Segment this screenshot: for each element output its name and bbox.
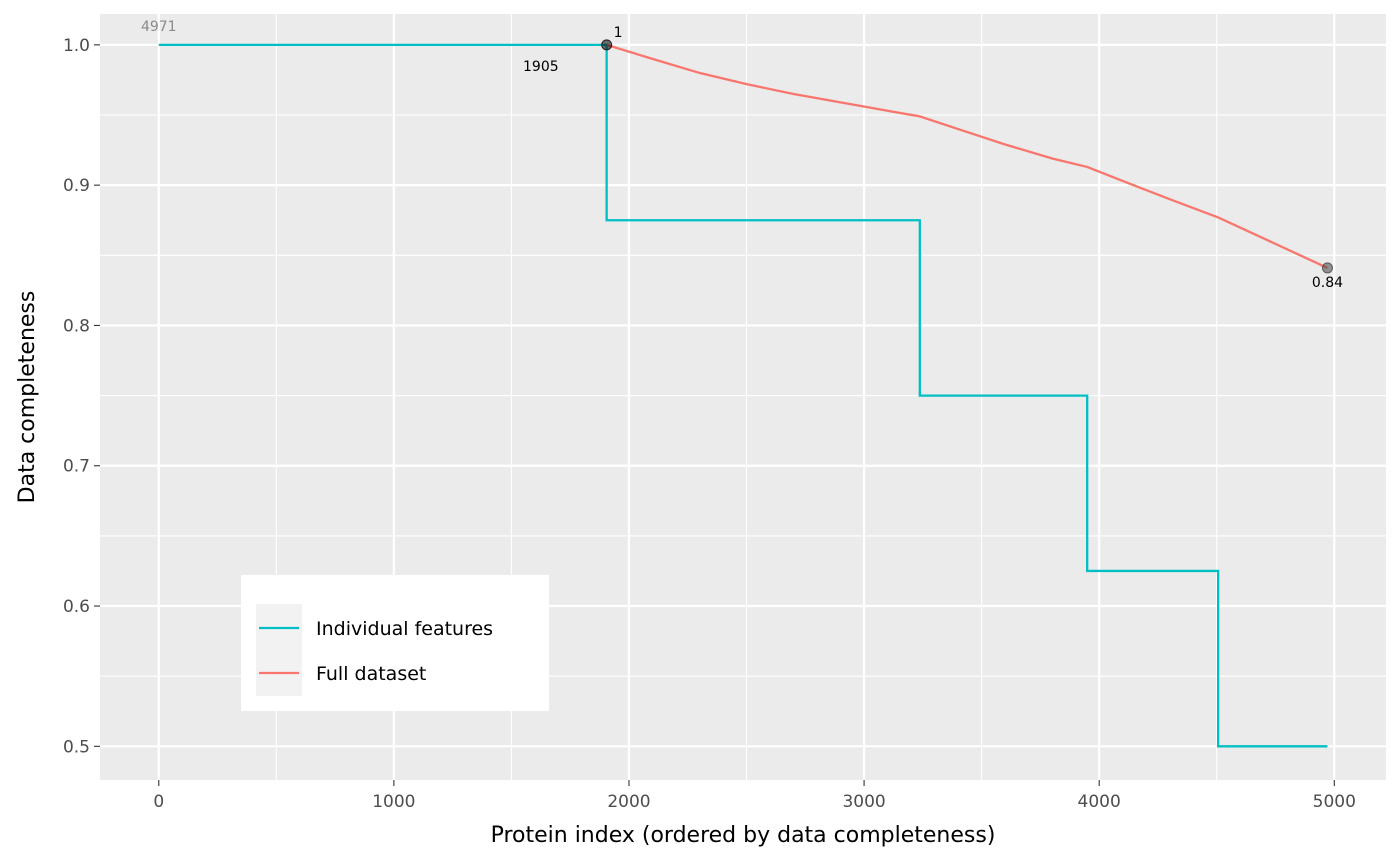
y-axis-title: Data completeness	[15, 291, 40, 504]
series-layer	[158, 43, 1328, 748]
x-tick-label: 4000	[1078, 792, 1121, 812]
y-tick-label: 0.6	[63, 597, 90, 617]
annotation-label: 4971	[141, 19, 177, 35]
x-tick-label: 2000	[607, 792, 650, 812]
y-tick-label: 0.5	[63, 737, 90, 757]
legend: Individual features Full dataset	[241, 575, 549, 711]
x-tick-label: 5000	[1313, 792, 1356, 812]
series-line-full-dataset	[606, 43, 1328, 269]
y-tick-label: 0.7	[63, 457, 90, 477]
points-layer	[601, 39, 1333, 274]
highlight-point-1	[1321, 262, 1333, 274]
annotation-label: 1905	[523, 59, 559, 75]
annotations-layer: 4971 1 1905 0.84	[141, 19, 1343, 291]
annotation-label: 1	[614, 25, 623, 41]
y-tick-label: 1.0	[63, 36, 90, 56]
minor-gridlines	[100, 14, 1386, 780]
legend-label-individual-features: Individual features	[316, 618, 493, 640]
x-axis-title: Protein index (ordered by data completen…	[491, 823, 996, 848]
x-tick-label: 0	[153, 792, 164, 812]
y-axis: 0.5 0.6 0.7 0.8 0.9 1.0	[63, 36, 100, 757]
legend-key-background	[256, 604, 302, 696]
y-tick-label: 0.9	[63, 176, 90, 196]
annotation-label: 0.84	[1312, 275, 1343, 291]
highlight-point-0	[601, 39, 613, 51]
y-tick-label: 0.8	[63, 316, 90, 336]
series-line-individual-features	[158, 43, 1328, 748]
x-tick-label: 3000	[842, 792, 885, 812]
x-axis: 0 1000 2000 3000 4000 5000	[153, 780, 1356, 812]
legend-label-full-dataset: Full dataset	[316, 663, 426, 685]
x-tick-label: 1000	[372, 792, 415, 812]
